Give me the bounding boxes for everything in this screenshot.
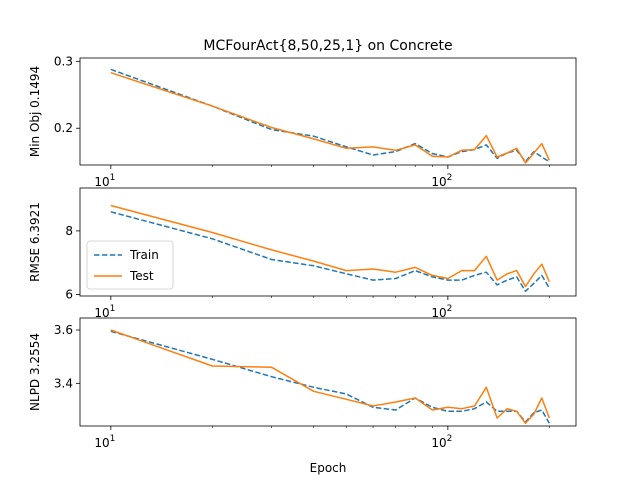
series-line-train (110, 211, 550, 292)
x-tick-label: 102 (431, 304, 452, 320)
x-tick-label: 102 (431, 434, 452, 450)
x-tick-base: 10 (431, 436, 446, 450)
legend-label-test: Test (129, 269, 154, 283)
series-line-test (110, 71, 550, 164)
y-tick-label: 3.4 (54, 376, 73, 390)
panel-frame (79, 57, 577, 166)
x-tick-label: 101 (94, 304, 115, 320)
y-tick-label: 6 (65, 287, 73, 301)
legend-box (86, 240, 174, 290)
y-axis-label: Min Obj 0.1494 (28, 66, 42, 157)
series-line-train (110, 68, 550, 163)
y-axis-label: NLPD 3.2554 (28, 333, 42, 411)
x-tick-base: 10 (94, 306, 109, 320)
x-tick-label: 101 (94, 173, 115, 189)
x-tick-label: 101 (94, 434, 115, 450)
x-tick-base: 10 (431, 306, 446, 320)
x-tick-base: 10 (431, 175, 446, 189)
legend-label-train: Train (129, 248, 159, 262)
y-tick-label: 8 (65, 224, 73, 238)
series-line-test (110, 204, 550, 288)
y-axis-label: RMSE 6.3921 (28, 202, 42, 282)
y-tick-label: 0.3 (54, 54, 73, 68)
x-tick-exponent: 2 (447, 173, 453, 183)
chart-title: MCFourAct{8,50,25,1} on Concrete (203, 38, 452, 54)
x-tick-label: 102 (431, 173, 452, 189)
x-tick-exponent: 1 (110, 434, 116, 444)
x-tick-exponent: 1 (110, 173, 116, 183)
x-tick-exponent: 2 (447, 304, 453, 314)
x-tick-base: 10 (94, 436, 109, 450)
x-tick-base: 10 (94, 175, 109, 189)
series-line-test (110, 329, 551, 425)
x-tick-exponent: 2 (447, 434, 453, 444)
y-tick-label: 3.6 (54, 323, 73, 337)
panel-frame (79, 187, 577, 297)
series-line-train (110, 330, 550, 424)
x-tick-exponent: 1 (110, 304, 116, 314)
legend: Train Test (86, 240, 174, 290)
x-axis-label: Epoch (310, 461, 347, 475)
panel-frame (79, 317, 577, 427)
y-tick-label: 0.2 (54, 121, 73, 135)
